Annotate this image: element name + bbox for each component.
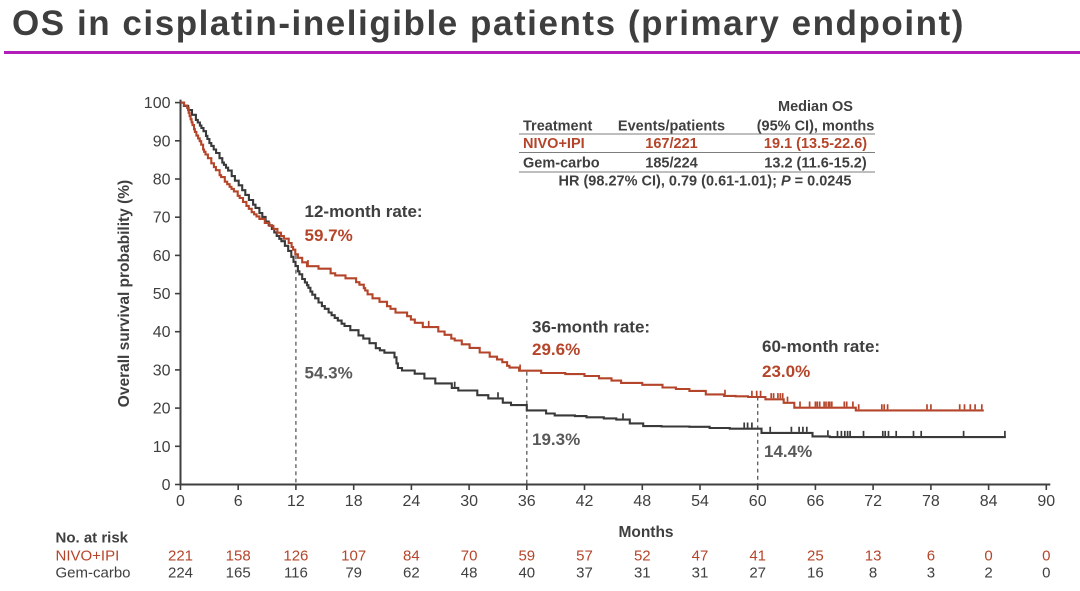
- svg-text:54: 54: [691, 493, 709, 510]
- svg-text:0: 0: [984, 548, 992, 565]
- svg-text:158: 158: [226, 548, 251, 565]
- svg-text:6: 6: [234, 493, 243, 510]
- svg-text:HR (98.27% CI), 0.79 (0.61-1.0: HR (98.27% CI), 0.79 (0.61-1.01); P = 0.…: [559, 174, 852, 190]
- svg-text:84: 84: [403, 548, 420, 565]
- svg-text:221: 221: [168, 548, 193, 565]
- svg-text:29.6%: 29.6%: [532, 340, 580, 359]
- svg-text:40: 40: [153, 324, 171, 341]
- svg-text:Median OS: Median OS: [778, 99, 853, 115]
- svg-text:23.0%: 23.0%: [762, 362, 810, 381]
- svg-text:0: 0: [176, 493, 185, 510]
- svg-text:Gem-carbo: Gem-carbo: [523, 156, 600, 172]
- svg-text:14.4%: 14.4%: [764, 442, 812, 461]
- svg-text:84: 84: [980, 493, 998, 510]
- svg-text:31: 31: [692, 565, 709, 582]
- svg-text:19.1 (13.5-22.6): 19.1 (13.5-22.6): [764, 136, 867, 152]
- svg-text:90: 90: [153, 133, 171, 150]
- svg-text:12-month rate:: 12-month rate:: [305, 202, 423, 221]
- svg-text:30: 30: [460, 493, 478, 510]
- svg-text:Months: Months: [618, 524, 673, 541]
- svg-text:NIVO+IPI: NIVO+IPI: [56, 548, 120, 565]
- svg-text:224: 224: [168, 565, 193, 582]
- svg-text:70: 70: [461, 548, 478, 565]
- svg-text:126: 126: [283, 548, 308, 565]
- svg-text:66: 66: [807, 493, 825, 510]
- svg-text:62: 62: [403, 565, 420, 582]
- svg-text:24: 24: [403, 493, 421, 510]
- svg-text:0: 0: [1042, 548, 1050, 565]
- svg-text:25: 25: [807, 548, 824, 565]
- svg-text:36-month rate:: 36-month rate:: [532, 318, 650, 337]
- svg-text:52: 52: [634, 548, 651, 565]
- svg-text:167/221: 167/221: [645, 136, 697, 152]
- svg-text:16: 16: [807, 565, 824, 582]
- svg-text:8: 8: [869, 565, 877, 582]
- svg-text:42: 42: [576, 493, 594, 510]
- svg-text:165: 165: [226, 565, 251, 582]
- svg-text:13: 13: [865, 548, 882, 565]
- svg-text:90: 90: [1037, 493, 1055, 510]
- svg-text:185/224: 185/224: [645, 156, 697, 172]
- svg-text:3: 3: [927, 565, 935, 582]
- svg-text:57: 57: [576, 548, 593, 565]
- svg-text:54.3%: 54.3%: [305, 364, 353, 383]
- svg-text:Overall survival probability (: Overall survival probability (%): [116, 180, 133, 407]
- svg-text:2: 2: [984, 565, 992, 582]
- svg-text:12: 12: [287, 493, 305, 510]
- svg-text:No. at risk: No. at risk: [56, 530, 129, 547]
- svg-text:100: 100: [144, 95, 171, 112]
- svg-text:48: 48: [633, 493, 651, 510]
- svg-text:NIVO+IPI: NIVO+IPI: [523, 136, 585, 152]
- svg-text:80: 80: [153, 172, 171, 189]
- svg-text:20: 20: [153, 401, 171, 418]
- svg-text:0: 0: [162, 477, 171, 494]
- svg-text:27: 27: [749, 565, 766, 582]
- svg-text:107: 107: [341, 548, 366, 565]
- svg-text:60: 60: [749, 493, 767, 510]
- svg-text:72: 72: [864, 493, 882, 510]
- svg-text:Treatment: Treatment: [523, 119, 592, 135]
- svg-text:37: 37: [576, 565, 593, 582]
- svg-text:36: 36: [518, 493, 536, 510]
- svg-text:18: 18: [345, 493, 363, 510]
- svg-text:48: 48: [461, 565, 478, 582]
- svg-text:47: 47: [692, 548, 709, 565]
- svg-text:59: 59: [518, 548, 535, 565]
- svg-text:31: 31: [634, 565, 651, 582]
- svg-text:78: 78: [922, 493, 940, 510]
- svg-text:0: 0: [1042, 565, 1050, 582]
- svg-text:30: 30: [153, 362, 171, 379]
- svg-text:40: 40: [518, 565, 535, 582]
- svg-text:79: 79: [345, 565, 362, 582]
- svg-text:13.2 (11.6-15.2): 13.2 (11.6-15.2): [764, 156, 867, 172]
- svg-text:60-month rate:: 60-month rate:: [762, 337, 880, 356]
- svg-text:19.3%: 19.3%: [532, 430, 580, 449]
- svg-text:50: 50: [153, 286, 171, 303]
- svg-text:41: 41: [749, 548, 766, 565]
- svg-text:10: 10: [153, 439, 171, 456]
- svg-text:70: 70: [153, 210, 171, 227]
- svg-text:116: 116: [284, 565, 308, 582]
- svg-text:(95% CI), months: (95% CI), months: [757, 119, 875, 135]
- svg-text:Events/patients: Events/patients: [618, 119, 725, 135]
- svg-text:59.7%: 59.7%: [305, 226, 353, 245]
- svg-text:60: 60: [153, 248, 171, 265]
- svg-text:6: 6: [927, 548, 935, 565]
- svg-text:Gem-carbo: Gem-carbo: [56, 565, 131, 582]
